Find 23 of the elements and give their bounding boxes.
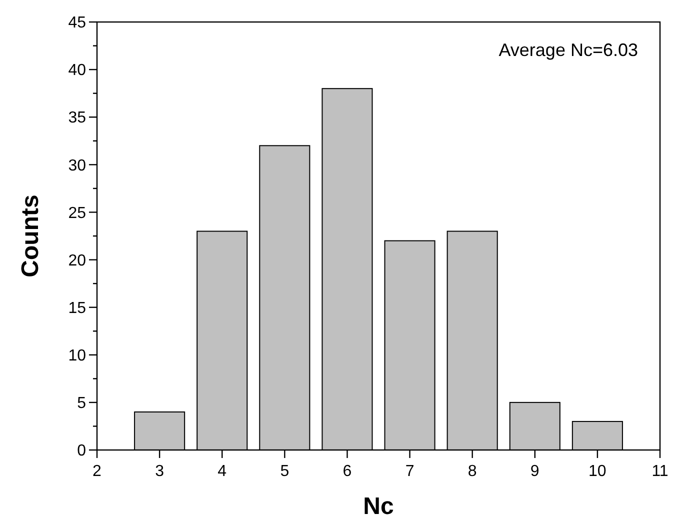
x-tick-label: 4 [218, 463, 227, 480]
x-tick-label: 3 [155, 463, 164, 480]
y-tick-label: 0 [77, 442, 86, 460]
x-tick-label: 7 [405, 463, 414, 480]
x-tick-label: 11 [652, 463, 668, 480]
y-tick-label: 30 [68, 157, 86, 174]
x-tick-label: 9 [530, 463, 540, 480]
x-tick-label: 8 [468, 463, 477, 480]
x-tick-label: 5 [280, 463, 290, 480]
x-axis-title: Nc [363, 493, 394, 520]
x-tick-label: 6 [342, 463, 352, 480]
y-tick-label: 5 [77, 395, 86, 412]
y-tick-label: 25 [68, 204, 86, 222]
x-tick-label: 2 [92, 463, 102, 480]
y-tick-label: 20 [68, 252, 86, 270]
x-tick-label: 10 [588, 463, 606, 480]
y-tick-label: 15 [68, 300, 86, 317]
annotation: Average Nc=6.03 [498, 40, 638, 60]
y-tick-label: 10 [68, 347, 86, 364]
y-tick-label: 40 [68, 62, 86, 80]
y-tick-label: 35 [68, 110, 86, 127]
y-axis-title: Counts [17, 194, 44, 278]
y-tick-label: 45 [68, 14, 86, 32]
